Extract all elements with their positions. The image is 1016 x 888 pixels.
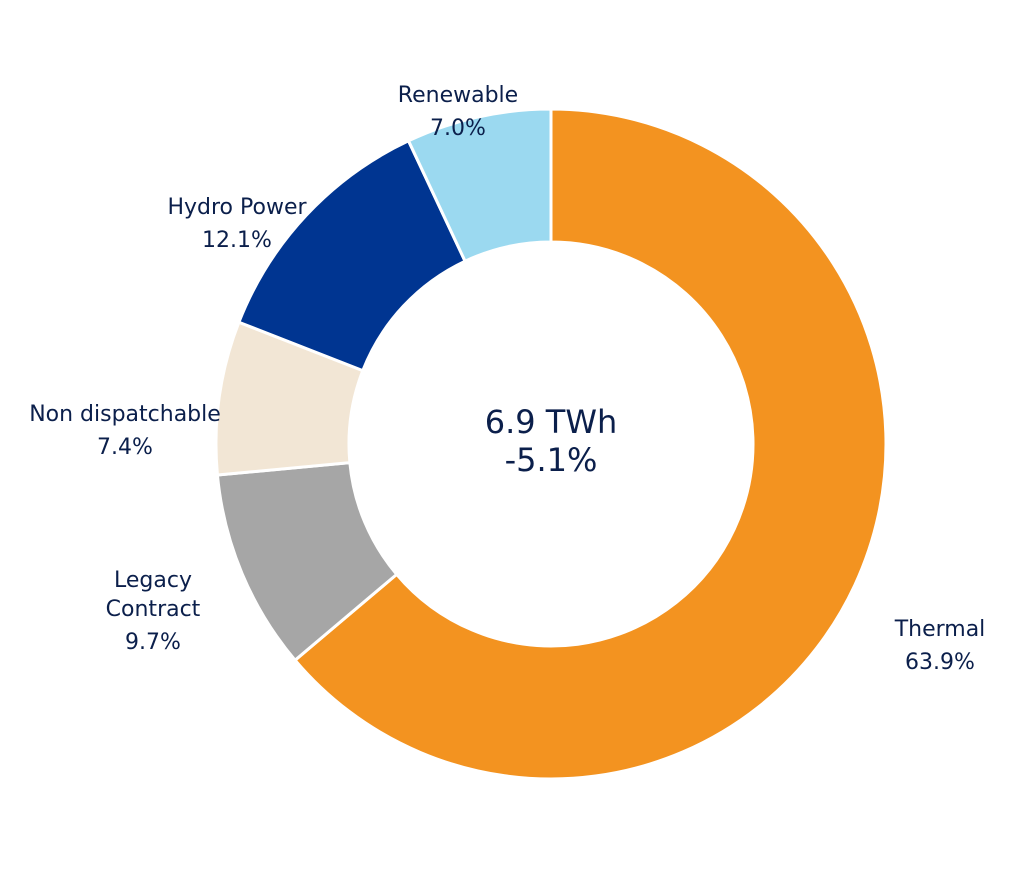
label-renewable-value: 7.0% bbox=[430, 116, 486, 141]
label-legacy-contract-name: Legacy Contract bbox=[105, 568, 201, 622]
label-non-dispatchable: Non dispatchable 7.4% bbox=[25, 365, 225, 497]
label-thermal-name: Thermal bbox=[894, 617, 986, 642]
label-hydro-power-name: Hydro Power bbox=[167, 195, 307, 220]
slice-thermal bbox=[293, 107, 888, 781]
slice-renewable bbox=[406, 107, 553, 263]
label-thermal-value: 63.9% bbox=[905, 650, 975, 675]
center-total: 6.9 TWh bbox=[484, 403, 618, 441]
label-legacy-contract: Legacy Contract 9.7% bbox=[93, 537, 213, 690]
center-change: -5.1% bbox=[504, 441, 598, 479]
label-thermal: Thermal 63.9% bbox=[880, 580, 1000, 712]
label-non-dispatchable-value: 7.4% bbox=[97, 435, 153, 460]
label-hydro-power-value: 12.1% bbox=[202, 228, 272, 253]
label-renewable: Renewable 7.0% bbox=[388, 46, 528, 178]
label-hydro-power: Hydro Power 12.1% bbox=[157, 158, 317, 290]
label-legacy-contract-value: 9.7% bbox=[125, 630, 181, 655]
label-renewable-name: Renewable bbox=[397, 83, 519, 108]
label-non-dispatchable-name: Non dispatchable bbox=[29, 402, 221, 427]
